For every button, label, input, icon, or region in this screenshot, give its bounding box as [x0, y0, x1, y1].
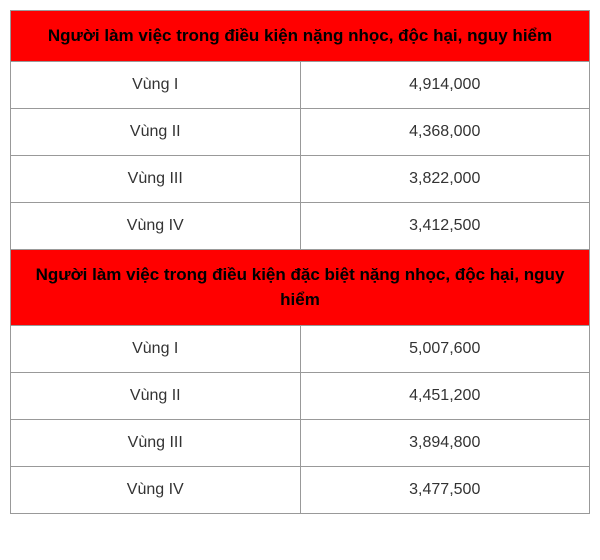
region-cell: Vùng II: [11, 372, 301, 419]
salary-table: Người làm việc trong điều kiện nặng nhọc…: [10, 10, 590, 514]
table-row: Vùng III 3,894,800: [11, 419, 590, 466]
value-cell: 4,451,200: [300, 372, 590, 419]
table-row: Vùng IV 3,412,500: [11, 202, 590, 249]
region-cell: Vùng II: [11, 108, 301, 155]
section-header: Người làm việc trong điều kiện nặng nhọc…: [11, 11, 590, 62]
table-row: Vùng I 5,007,600: [11, 325, 590, 372]
value-cell: 3,412,500: [300, 202, 590, 249]
value-cell: 4,914,000: [300, 61, 590, 108]
table-row: Vùng II 4,368,000: [11, 108, 590, 155]
table-row: Vùng III 3,822,000: [11, 155, 590, 202]
table-row: Vùng I 4,914,000: [11, 61, 590, 108]
region-cell: Vùng I: [11, 61, 301, 108]
value-cell: 3,822,000: [300, 155, 590, 202]
value-cell: 3,477,500: [300, 466, 590, 513]
table-row: Vùng II 4,451,200: [11, 372, 590, 419]
value-cell: 4,368,000: [300, 108, 590, 155]
section-header-row: Người làm việc trong điều kiện nặng nhọc…: [11, 11, 590, 62]
region-cell: Vùng III: [11, 419, 301, 466]
region-cell: Vùng IV: [11, 466, 301, 513]
value-cell: 5,007,600: [300, 325, 590, 372]
section-header: Người làm việc trong điều kiện đặc biệt …: [11, 249, 590, 325]
value-cell: 3,894,800: [300, 419, 590, 466]
region-cell: Vùng IV: [11, 202, 301, 249]
region-cell: Vùng I: [11, 325, 301, 372]
table-row: Vùng IV 3,477,500: [11, 466, 590, 513]
section-header-row: Người làm việc trong điều kiện đặc biệt …: [11, 249, 590, 325]
region-cell: Vùng III: [11, 155, 301, 202]
